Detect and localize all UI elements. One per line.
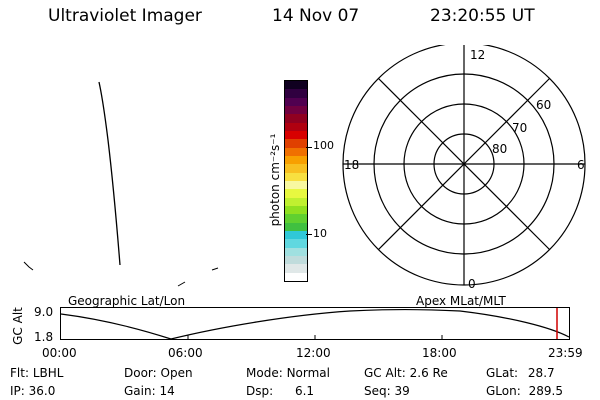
color-scale-segment	[285, 156, 307, 165]
gain-value: 14	[159, 384, 175, 398]
color-scale-segment	[285, 122, 307, 132]
color-scale-segment	[285, 231, 307, 240]
color-scale-segment	[285, 189, 307, 198]
colorbar-label-10: 10	[313, 227, 327, 240]
flt-field: Flt: LBHL	[10, 366, 64, 380]
glat-field: GLat: 28.7	[486, 366, 555, 380]
mode-field: Mode: Normal	[246, 366, 330, 380]
coast-fragment-left	[23, 261, 34, 271]
color-scale-segment	[285, 222, 307, 232]
time-label: 23:20:55 UT	[430, 6, 535, 26]
color-scale-segment	[285, 256, 307, 265]
alt-tick-label-low: 1.8	[34, 330, 54, 344]
date-label: 14 Nov 07	[272, 6, 360, 26]
mlt-label-0: 0	[468, 277, 476, 290]
gain-field: Gain: 14	[124, 384, 175, 398]
colorbar-tick-100	[306, 147, 312, 148]
altitude-plot	[60, 307, 570, 340]
lat-label-80: 80	[492, 142, 507, 156]
color-scale-segment	[285, 239, 307, 248]
color-scale-segment	[285, 139, 307, 148]
colorbar-tick-10	[306, 234, 312, 235]
coast-fragment-right	[177, 281, 186, 287]
seq-value: 39	[394, 384, 410, 398]
color-scale-segment	[285, 147, 307, 157]
polar-grid-plot: 12 18 6 0 60 70 80	[342, 45, 586, 290]
mlt-label-18: 18	[344, 158, 359, 172]
time-tick-1200: 12:00	[296, 346, 331, 360]
glat-value: 28.7	[527, 366, 555, 380]
color-scale-segment	[285, 181, 307, 190]
dsp-field: Dsp: 6.1	[246, 384, 315, 398]
lat-label-60: 60	[536, 98, 551, 112]
geographic-latlon-title: Geographic Lat/Lon	[68, 294, 186, 308]
flt-value: LBHL	[32, 366, 64, 380]
color-scale-segment	[285, 264, 307, 273]
color-scale-segment	[285, 272, 307, 281]
dsp-value: 6.1	[294, 384, 315, 398]
alt-tick-label-high: 9.0	[34, 305, 54, 319]
color-scale-segment	[285, 131, 307, 140]
color-scale-segment	[285, 172, 307, 182]
geographic-image-panel	[23, 81, 219, 287]
glon-field: GLon: 289.5	[486, 384, 563, 398]
altitude-plot-frame	[60, 307, 570, 340]
gc-alt-field: GC Alt: 2.6 Re	[364, 366, 448, 380]
color-scale-bar	[284, 80, 308, 282]
door-value: Open	[160, 366, 193, 380]
instrument-title: Ultraviolet Imager	[48, 6, 202, 26]
color-scale-segment	[285, 89, 307, 98]
apex-mlat-mlt-title: Apex MLat/MLT	[416, 294, 506, 308]
color-scale-segment	[285, 114, 307, 123]
mode-value: Normal	[286, 366, 330, 380]
color-scale-segment	[285, 197, 307, 207]
color-scale-segment	[285, 206, 307, 215]
color-scale-segment	[285, 247, 307, 257]
color-scale-segment	[285, 164, 307, 173]
color-scale-segment	[285, 214, 307, 223]
diagonal-2	[378, 78, 550, 250]
seq-field: Seq: 39	[364, 384, 410, 398]
time-tick-2359: 23:59	[548, 346, 583, 360]
colorbar-label-100: 100	[313, 139, 334, 152]
gc-alt-axis-label: GC Alt	[11, 307, 25, 345]
color-scale-segment	[285, 81, 307, 90]
mlt-label-6: 6	[577, 158, 585, 172]
mlt-label-12: 12	[470, 48, 485, 62]
ip-field: IP: 36.0	[10, 384, 56, 398]
glon-value: 289.5	[528, 384, 563, 398]
time-tick-0600: 06:00	[168, 346, 203, 360]
gc-alt-value: 2.6 Re	[409, 366, 448, 380]
color-scale-segment	[285, 106, 307, 115]
terminator-trace	[98, 81, 121, 266]
lat-label-70: 70	[512, 121, 527, 135]
coast-fragment-mid	[211, 267, 219, 271]
ip-value: 36.0	[28, 384, 56, 398]
altitude-curve	[60, 308, 570, 340]
color-scale-segment	[285, 97, 307, 107]
door-field: Door: Open	[124, 366, 193, 380]
time-tick-0000: 00:00	[42, 346, 77, 360]
color-scale-units: photon cm⁻²s⁻¹	[268, 133, 282, 227]
time-tick-1800: 18:00	[422, 346, 457, 360]
